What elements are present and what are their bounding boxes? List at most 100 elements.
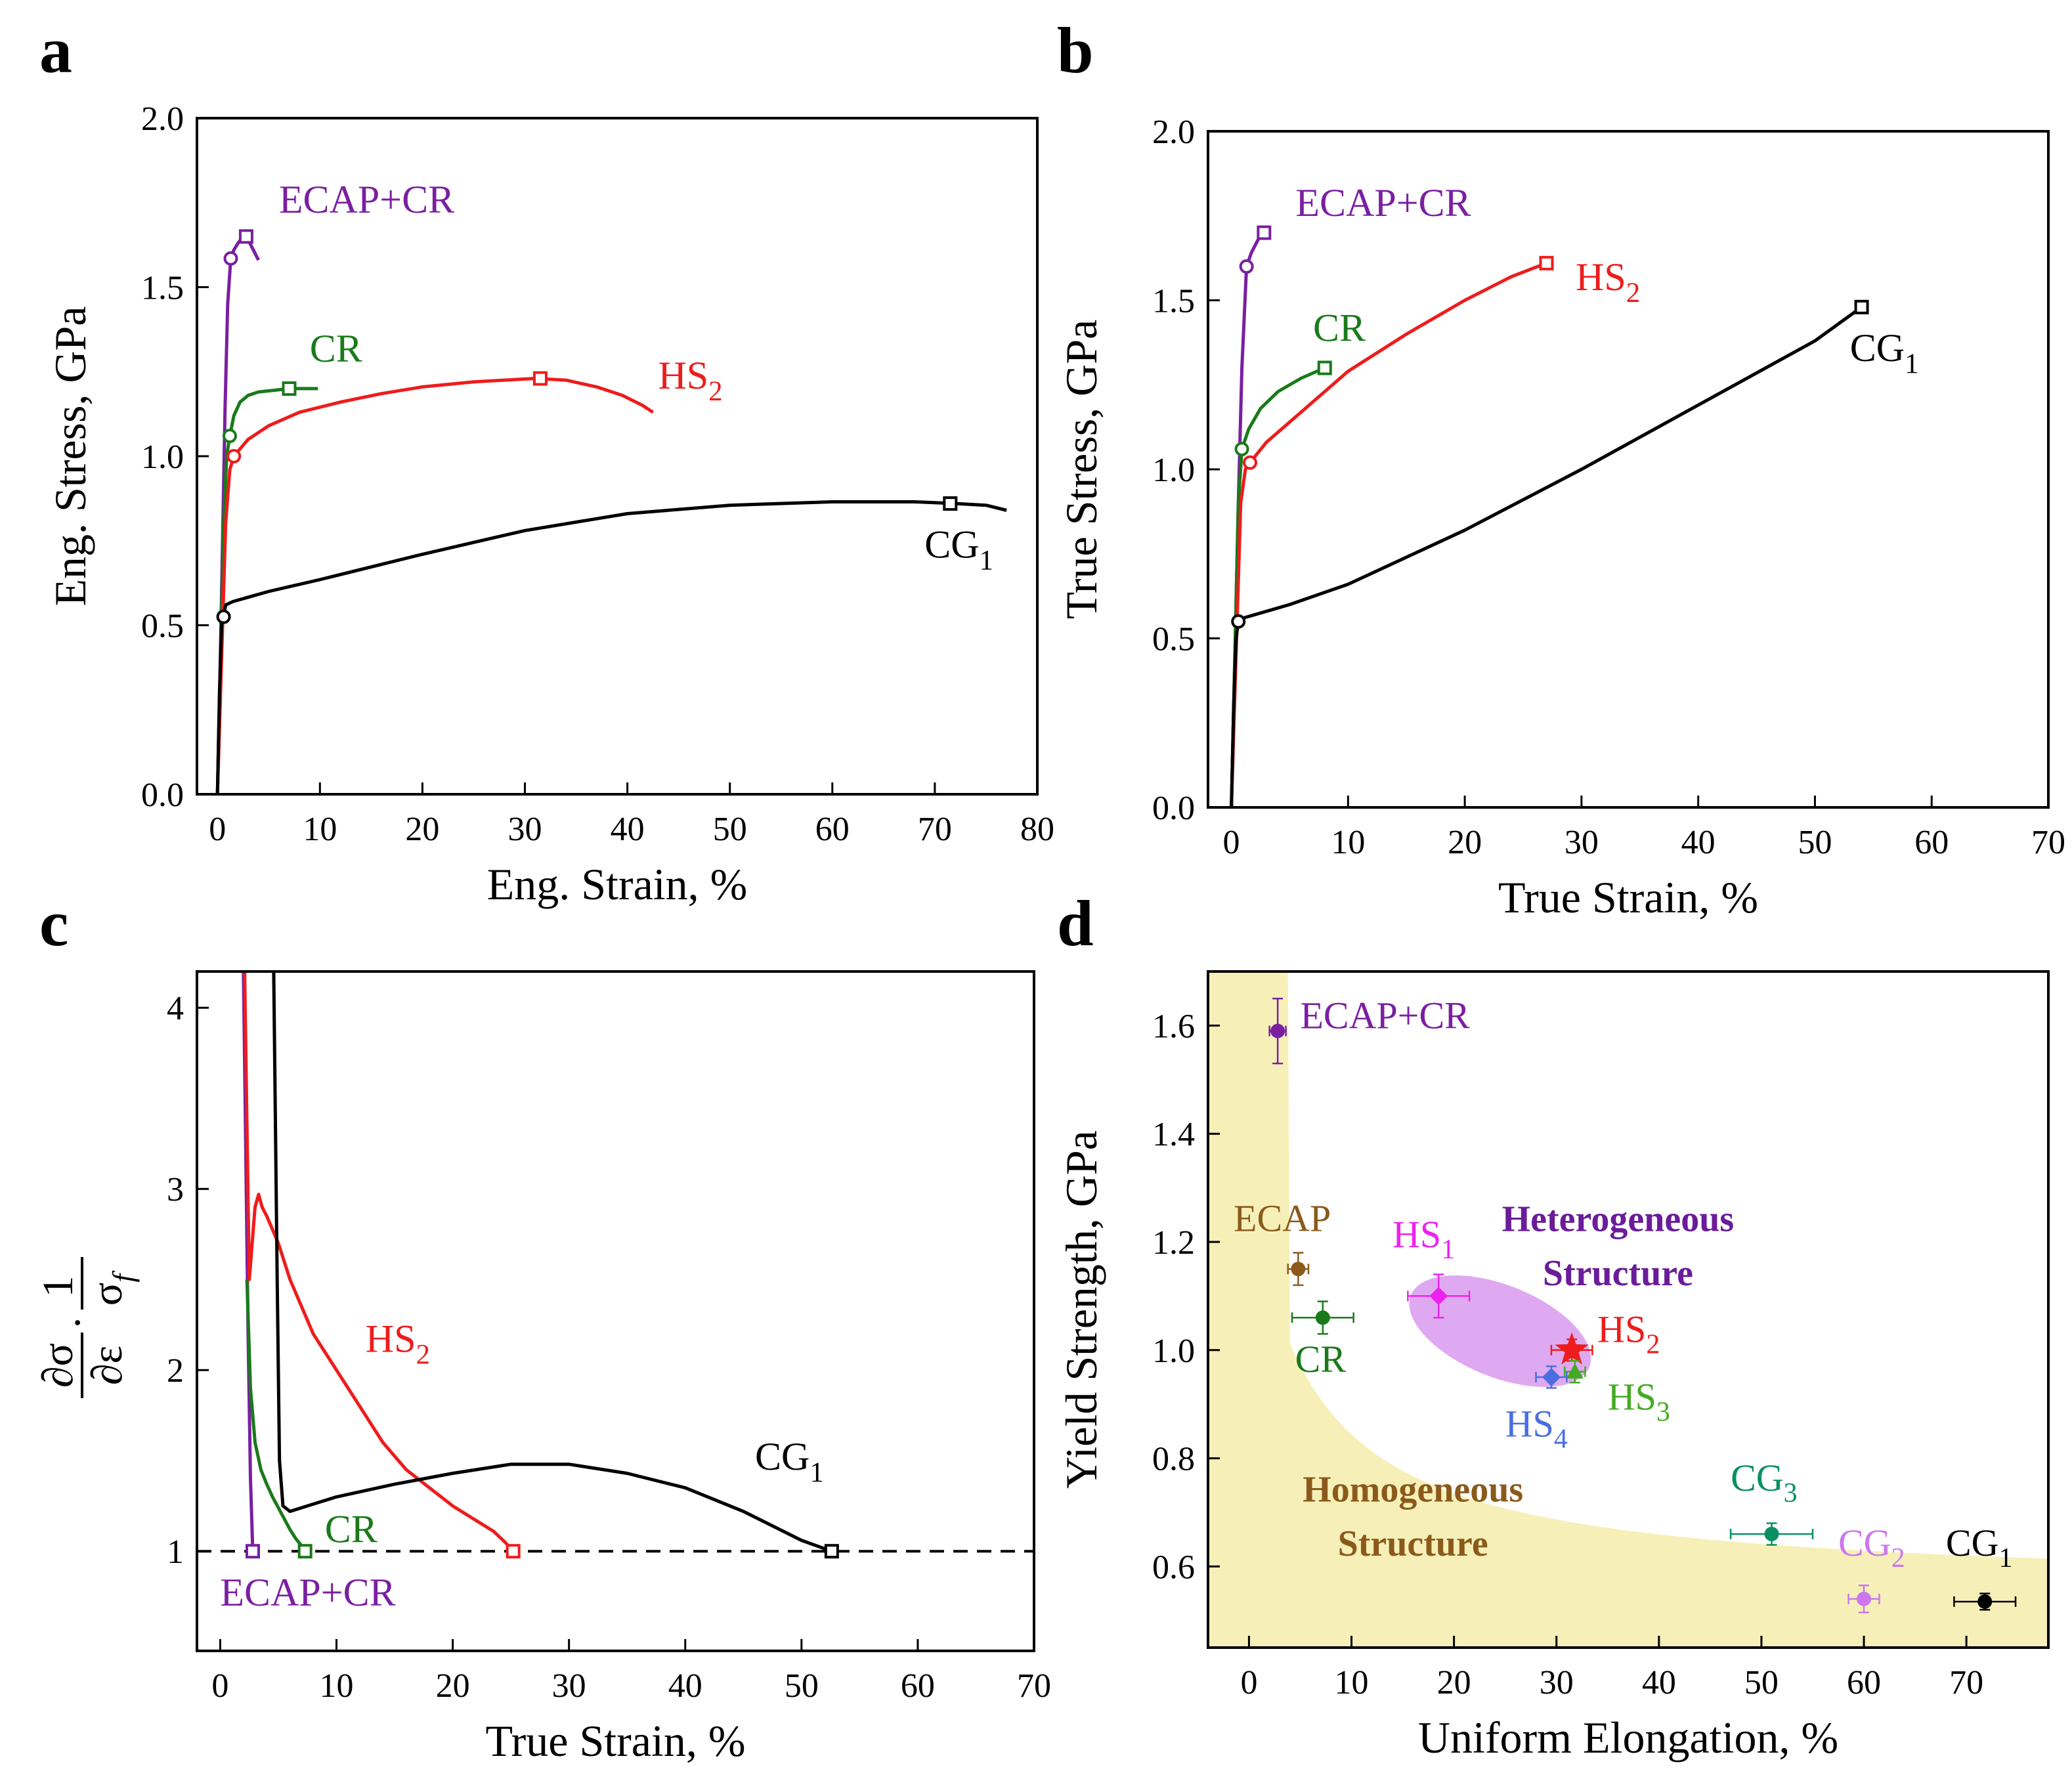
x-tick-label: 70	[2031, 824, 2065, 861]
series-ecap-cr-end-marker	[238, 229, 253, 244]
point-cg1-label: CG1	[1946, 1522, 2013, 1573]
x-tick-label: 60	[901, 1667, 935, 1705]
series-ecap-cr-label: ECAP+CR	[279, 178, 454, 221]
x-tick-label: 0	[209, 811, 226, 848]
point-cg2-label: CG2	[1838, 1522, 1905, 1573]
series-ecap-cr-label: ECAP+CR	[1295, 181, 1471, 224]
series-cg1-label: CG1	[755, 1435, 824, 1488]
y-tick-label: 4	[167, 990, 184, 1027]
plot-frame-b	[1207, 130, 2050, 809]
series-cg1-yield-marker	[1231, 614, 1246, 629]
series-cg1-end-marker	[1854, 299, 1869, 314]
point-ecap-label: ECAP	[1234, 1197, 1331, 1240]
panel-label-b: b	[1057, 14, 1094, 87]
series-hs2-end-marker	[1539, 255, 1554, 270]
series-ecap-cr-label: ECAP+CR	[220, 1571, 395, 1614]
series-hs2-line	[215, 377, 654, 794]
point-hs1-marker	[1429, 1287, 1448, 1306]
series-cg1-yield-marker	[216, 609, 231, 624]
heterogeneous-label-line1: Heterogeneous	[1502, 1199, 1735, 1240]
series-hs2-label: HS2	[658, 354, 722, 407]
point-ecap-cr-label: ECAP+CR	[1300, 994, 1470, 1037]
x-tick-label: 60	[815, 811, 850, 848]
y-tick-label: 3	[167, 1171, 184, 1208]
point-hs4-label: HS4	[1505, 1403, 1568, 1455]
y-tick-label: 1.4	[1152, 1116, 1195, 1153]
series-cr-end-marker	[1317, 360, 1332, 375]
plot-frame-a	[196, 117, 1039, 796]
series-hs2-yield-marker	[227, 449, 242, 463]
x-tick-label: 70	[1017, 1667, 1051, 1705]
x-tick-label: 0	[1240, 1664, 1257, 1701]
x-tick-label: 10	[1335, 1664, 1369, 1701]
series-hs2-label: HS2	[366, 1317, 430, 1371]
x-tick-label: 50	[1798, 824, 1832, 861]
y-tick-label: 2.0	[1152, 114, 1195, 151]
x-tick-label: 40	[611, 811, 645, 848]
y-label-num2: 1	[34, 1276, 82, 1298]
y-tick-label: 1.0	[1152, 452, 1195, 489]
y-label-den1: ∂ε	[83, 1346, 131, 1385]
y-tick-label: 0.5	[141, 608, 184, 645]
y-tick-label: 0.6	[1152, 1548, 1195, 1586]
series-cg1-line	[1230, 305, 1863, 807]
point-hs4-marker	[1542, 1368, 1561, 1386]
x-tick-label: 50	[785, 1667, 819, 1705]
series-cg1-end-marker	[943, 496, 958, 511]
x-tick-label: 20	[436, 1667, 470, 1705]
point-hs3-label: HS3	[1608, 1375, 1670, 1427]
x-tick-label: 20	[405, 811, 439, 848]
y-tick-label: 1.0	[1152, 1333, 1195, 1370]
series-hs2-yield-marker	[1243, 455, 1257, 470]
y-tick-label: 1.0	[141, 438, 184, 476]
series-hs2-line	[1230, 261, 1547, 807]
y-tick-label: 0.5	[1152, 621, 1195, 658]
x-tick-label: 30	[552, 1667, 586, 1705]
heterogeneous-label-line2: Structure	[1543, 1253, 1693, 1294]
series-cr-label: CR	[310, 327, 362, 370]
x-tick-label: 70	[918, 811, 952, 848]
x-axis-label: Eng. Strain, %	[487, 859, 748, 909]
x-tick-label: 10	[1331, 824, 1365, 861]
point-cg3-label: CG3	[1731, 1457, 1798, 1508]
point-cg3-marker	[1764, 1526, 1779, 1541]
x-tick-label: 30	[1565, 824, 1599, 861]
x-tick-label: 10	[303, 811, 337, 848]
x-tick-label: 50	[1744, 1664, 1779, 1701]
series-ecap-cr-yield-marker	[223, 251, 238, 266]
series-cg1-end-marker	[824, 1544, 839, 1559]
x-tick-label: 0	[1223, 824, 1240, 861]
point-ecap-marker	[1291, 1262, 1306, 1277]
series-cr-label: CR	[1313, 306, 1366, 349]
point-ecap-cr-marker	[1270, 1023, 1285, 1038]
homogeneous-label-line1: Homogeneous	[1303, 1470, 1523, 1510]
x-tick-label: 40	[668, 1667, 702, 1705]
y-tick-label: 1.6	[1152, 1008, 1195, 1045]
panel-label-c: c	[39, 887, 68, 960]
y-tick-label: 2	[167, 1352, 184, 1390]
point-hs2-marker	[1555, 1332, 1589, 1365]
series-cr-end-marker	[297, 1544, 313, 1559]
y-label-dot: ·	[54, 1315, 102, 1330]
x-tick-label: 70	[1949, 1664, 1983, 1701]
series-cg1-line	[215, 500, 1007, 794]
series-hs2-label: HS2	[1576, 255, 1640, 309]
x-tick-label: 20	[1437, 1664, 1471, 1701]
y-axis-label: Yield Strength, GPa	[1056, 1130, 1106, 1489]
x-axis-label: True Strain, %	[1498, 872, 1758, 922]
series-hs2-end-marker	[532, 371, 548, 386]
point-hs1-label: HS1	[1392, 1213, 1455, 1265]
x-tick-label: 40	[1681, 824, 1716, 861]
x-tick-label: 30	[508, 811, 542, 848]
point-cr-marker	[1315, 1310, 1330, 1325]
point-cg2-marker	[1857, 1591, 1872, 1606]
x-tick-label: 60	[1847, 1664, 1881, 1701]
series-ecap-cr-end-marker	[1257, 225, 1272, 240]
plot-frame-d	[1207, 970, 2050, 1649]
series-cg1-label: CG1	[924, 523, 993, 576]
series-cr-yield-marker	[1234, 442, 1249, 457]
heterogeneous-region	[1409, 1275, 1591, 1387]
y-label-den2: σf	[83, 1270, 140, 1306]
x-tick-label: 30	[1540, 1664, 1574, 1701]
